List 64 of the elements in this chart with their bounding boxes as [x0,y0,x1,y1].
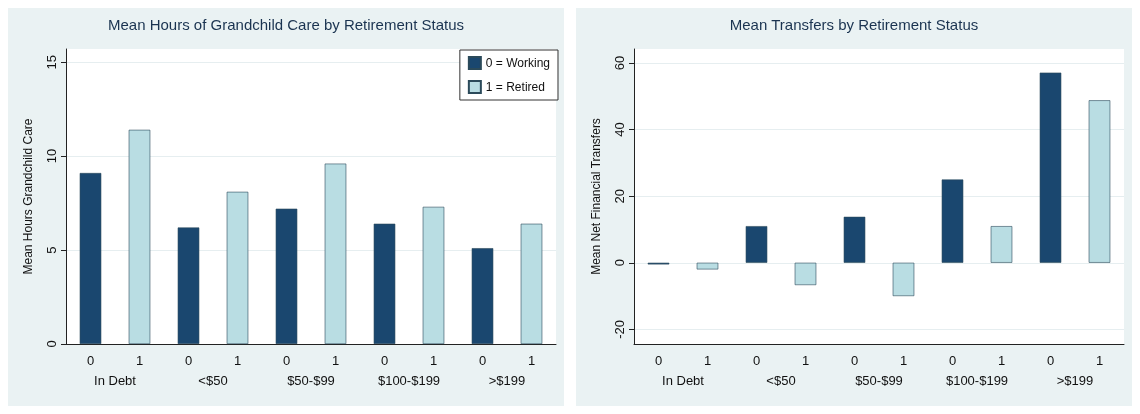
x-tick-label: In Debt [662,373,705,388]
text: 1 [429,353,438,368]
bar [324,163,347,344]
text: 1 [331,353,340,368]
text: 0 [752,353,761,368]
text: 0 [948,353,957,368]
bar [745,226,768,263]
bar [1088,100,1111,263]
x-tick-label: $50-$99 [855,373,903,388]
text: 1 [801,353,810,368]
x-tick-label: $100-$199 [945,373,1009,388]
y-axis-title: Mean Hours Grandchild Care [21,118,35,275]
y-tick-label: 10 [44,148,59,164]
bar [128,129,151,344]
legend-label: 0 = Working [485,56,551,70]
text: 0 [654,353,663,368]
bar [990,226,1013,263]
bar [471,248,494,344]
y-tick-label: -20 [612,319,627,339]
chart-title: Mean Transfers by Retirement Status [729,16,979,33]
y-tick-label: 0 [44,340,59,348]
y-tick-label: 60 [612,55,627,71]
bar [941,179,964,263]
bar [373,223,396,344]
text: 1 [527,353,536,368]
y-axis-title: Mean Net Financial Transfers [589,118,603,275]
bar [275,208,298,344]
text: 0 [850,353,859,368]
bar [520,223,543,344]
y-tick-label: 0 [612,259,627,267]
legend-label: 1 = Retired [485,80,545,94]
text: 1 [233,353,242,368]
bar [696,262,719,270]
text: 1 [899,353,908,368]
y-tick-label: 5 [44,246,59,254]
text: 0 [86,353,95,368]
text: 1 [997,353,1006,368]
y-tick-label: 40 [612,122,627,137]
bar [422,206,445,344]
text: 0 [478,353,487,368]
x-tick-label: $100-$199 [377,373,441,388]
text: 0 [380,353,389,368]
bar [79,173,102,344]
x-tick-label: >$199 [1056,373,1094,388]
text: 0 [1046,353,1055,368]
text: 0 [282,353,291,368]
text: 1 [135,353,144,368]
y-tick-label: 15 [44,54,59,70]
text: 0 [184,353,193,368]
bar [1039,72,1062,263]
text: 1 [703,353,712,368]
bar [843,216,866,263]
bar [892,262,915,297]
x-tick-label: >$199 [488,373,526,388]
y-tick-label: 20 [612,188,627,204]
bar [794,262,817,286]
chart-title: Mean Hours of Grandchild Care by Retirement Status [108,16,464,33]
bar [177,227,200,344]
text: 1 [1095,353,1104,368]
bar [226,191,249,344]
x-tick-label: <$50 [198,373,228,388]
x-tick-label: In Debt [94,373,137,388]
x-tick-label: <$50 [766,373,796,388]
x-tick-label: $50-$99 [287,373,335,388]
